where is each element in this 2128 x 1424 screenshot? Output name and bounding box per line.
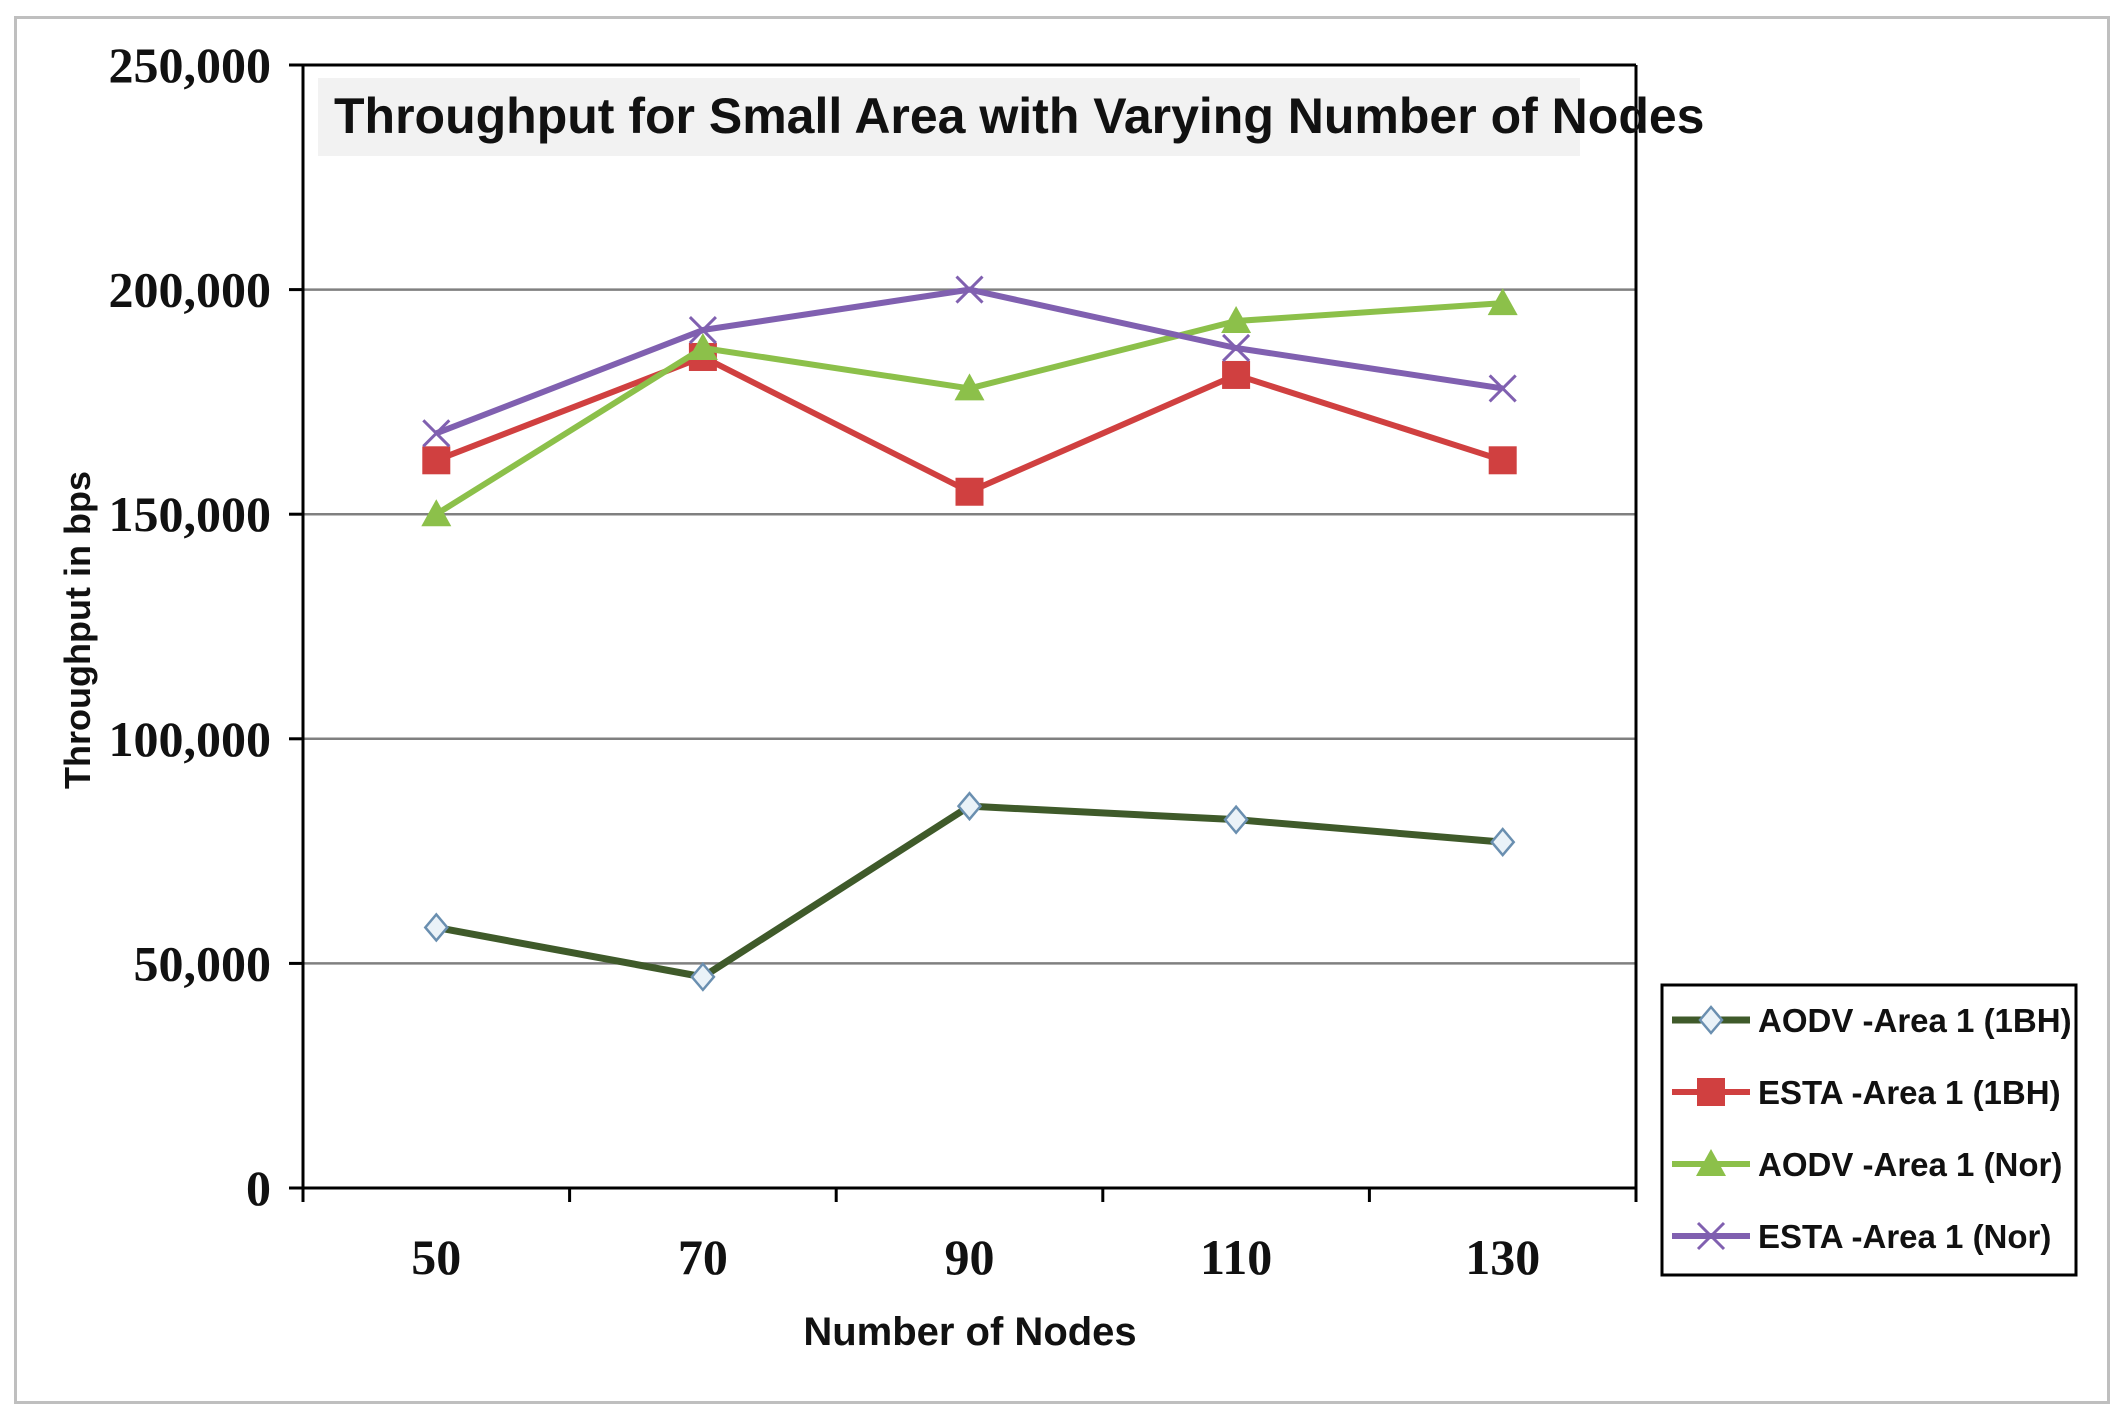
legend-label: AODV -Area 1 (Nor) xyxy=(1758,1146,2062,1183)
x-tick-label: 130 xyxy=(1465,1229,1540,1285)
y-tick-label: 150,000 xyxy=(109,486,272,542)
x-axis-title: Number of Nodes xyxy=(803,1310,1136,1354)
series-aodv-nor xyxy=(421,288,1518,527)
data-point-aodv-1bh xyxy=(690,961,716,992)
data-point-aodv-1bh xyxy=(1223,804,1249,835)
data-point-aodv-nor xyxy=(421,499,452,527)
chart-title-box: Throughput for Small Area with Varying N… xyxy=(318,78,1704,156)
data-point-esta-nor xyxy=(1222,333,1251,363)
series-esta-nor xyxy=(422,275,1517,448)
legend-item-aodv-1bh: AODV -Area 1 (1BH) xyxy=(1672,1002,2072,1039)
chart-title: Throughput for Small Area with Varying N… xyxy=(334,88,1704,144)
y-axis-title: Throughput in bps xyxy=(57,471,98,789)
legend-item-esta-nor: ESTA -Area 1 (Nor) xyxy=(1672,1218,2051,1255)
legend-item-esta-1bh: ESTA -Area 1 (1BH) xyxy=(1672,1074,2061,1111)
data-point-esta-nor-stroke-b xyxy=(688,315,717,345)
data-point-aodv-nor xyxy=(954,373,985,401)
data-point-aodv-nor xyxy=(1487,288,1518,316)
legend-swatch-marker-stroke-b xyxy=(1696,1221,1726,1251)
series-line-aodv-1bh xyxy=(435,802,1503,981)
legend-label: ESTA -Area 1 (Nor) xyxy=(1758,1218,2051,1255)
data-point-esta-nor xyxy=(422,419,451,448)
data-point-esta-nor-stroke-b xyxy=(1488,374,1517,403)
tick-labels: 0 50,000 100,000 150,000 200,000 250,000 50 70 9… xyxy=(109,37,1541,1285)
x-tick-label: 90 xyxy=(945,1229,995,1285)
data-point-esta-nor xyxy=(688,315,717,345)
legend-item-aodv-nor: AODV -Area 1 (Nor) xyxy=(1672,1146,2062,1183)
data-point-esta-nor-stroke-b xyxy=(422,419,451,448)
series-aodv-1bh xyxy=(423,791,1516,992)
legend-swatch-marker xyxy=(1698,1005,1724,1035)
chart-title-background xyxy=(318,78,1580,156)
legend-box xyxy=(1660,983,2078,1277)
data-point-esta-nor-stroke-b xyxy=(1222,333,1251,363)
y-tick-label: 100,000 xyxy=(109,711,272,767)
y-tick-label: 0 xyxy=(246,1160,271,1216)
legend: AODV -Area 1 (1BH) ESTA -Area 1 (1BH) AODV… xyxy=(1660,983,2078,1277)
x-tick-label: 110 xyxy=(1200,1229,1272,1285)
legend-label: AODV -Area 1 (1BH) xyxy=(1758,1002,2072,1039)
data-point-esta-1bh xyxy=(1222,360,1251,389)
y-tick-label: 50,000 xyxy=(134,935,272,991)
legend-swatch-marker xyxy=(1697,1078,1725,1106)
axes xyxy=(289,63,1638,1202)
data-point-esta-nor xyxy=(1488,374,1517,403)
legend-swatch-marker xyxy=(1696,1149,1726,1176)
data-point-esta-1bh xyxy=(955,477,984,506)
data-point-esta-nor-stroke-b xyxy=(955,275,984,304)
data-point-esta-1bh xyxy=(1488,446,1517,475)
data-point-aodv-nor xyxy=(1221,306,1252,334)
legend-label: ESTA -Area 1 (1BH) xyxy=(1758,1074,2061,1111)
series-lines xyxy=(421,275,1518,992)
data-point-aodv-1bh xyxy=(956,791,983,822)
data-point-aodv-1bh xyxy=(423,912,449,943)
data-point-aodv-1bh xyxy=(1490,827,1516,858)
x-tick-label: 50 xyxy=(411,1229,461,1285)
data-point-esta-nor xyxy=(955,275,984,304)
y-tick-label: 250,000 xyxy=(109,37,272,93)
data-point-esta-1bh xyxy=(422,446,451,475)
legend-swatch-marker xyxy=(1696,1221,1726,1251)
series-esta-1bh xyxy=(422,342,1517,506)
y-tick-label: 200,000 xyxy=(109,262,272,318)
x-tick-label: 70 xyxy=(678,1229,728,1285)
data-point-aodv-nor xyxy=(687,332,718,360)
